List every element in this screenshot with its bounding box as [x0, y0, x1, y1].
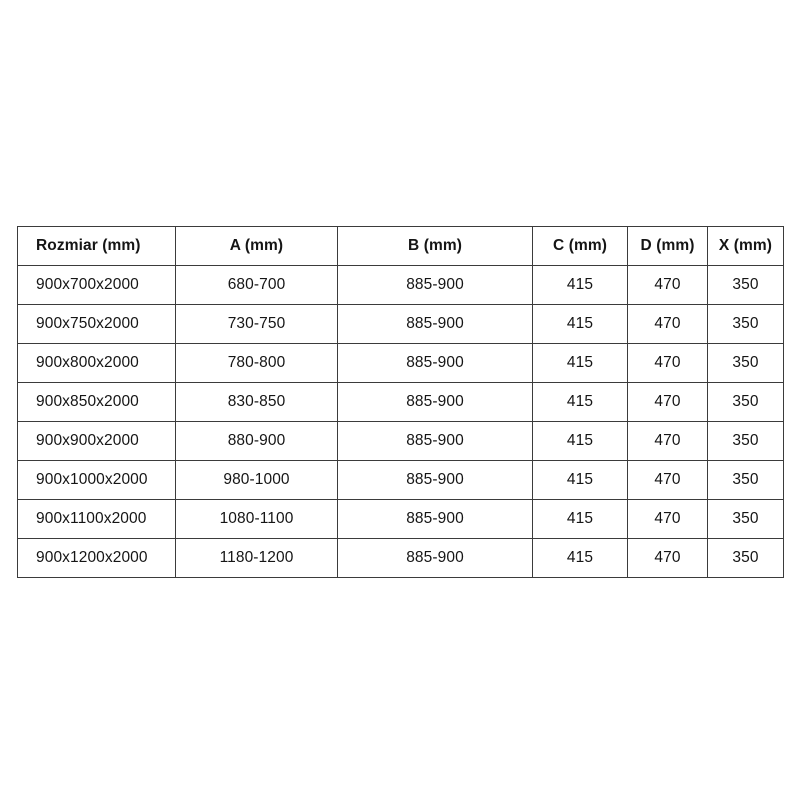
table-row: 900x1200x2000 1180-1200 885-900 415 470 350 — [17, 538, 784, 578]
cell-d: 470 — [627, 382, 708, 422]
cell-x: 350 — [707, 382, 784, 422]
cell-x: 350 — [707, 538, 784, 578]
table-body: 900x700x2000 680-700 885-900 415 470 350 900x7… — [17, 265, 784, 578]
cell-c: 415 — [532, 265, 628, 305]
cell-a: 830-850 — [175, 382, 338, 422]
cell-c: 415 — [532, 304, 628, 344]
cell-c: 415 — [532, 382, 628, 422]
column-header-d: D (mm) — [627, 226, 708, 266]
cell-size: 900x900x2000 — [17, 421, 176, 461]
cell-c: 415 — [532, 421, 628, 461]
cell-c: 415 — [532, 499, 628, 539]
dimensions-table: Rozmiar (mm) A (mm) B (mm) C (mm) D (mm) X (m… — [17, 226, 784, 578]
table-header: Rozmiar (mm) A (mm) B (mm) C (mm) D (mm) X (m… — [17, 226, 784, 266]
cell-size: 900x1100x2000 — [17, 499, 176, 539]
cell-d: 470 — [627, 421, 708, 461]
cell-size: 900x700x2000 — [17, 265, 176, 305]
cell-size: 900x1000x2000 — [17, 460, 176, 500]
dimensions-table-container: Rozmiar (mm) A (mm) B (mm) C (mm) D (mm) X (m… — [17, 226, 784, 578]
cell-size: 900x850x2000 — [17, 382, 176, 422]
cell-b: 885-900 — [337, 460, 533, 500]
cell-b: 885-900 — [337, 538, 533, 578]
cell-b: 885-900 — [337, 499, 533, 539]
cell-c: 415 — [532, 343, 628, 383]
cell-a: 730-750 — [175, 304, 338, 344]
cell-b: 885-900 — [337, 304, 533, 344]
cell-b: 885-900 — [337, 343, 533, 383]
cell-size: 900x1200x2000 — [17, 538, 176, 578]
cell-size: 900x800x2000 — [17, 343, 176, 383]
cell-size: 900x750x2000 — [17, 304, 176, 344]
table-row: 900x900x2000 880-900 885-900 415 470 350 — [17, 421, 784, 461]
table-header-row: Rozmiar (mm) A (mm) B (mm) C (mm) D (mm) X (m… — [17, 226, 784, 266]
cell-d: 470 — [627, 304, 708, 344]
cell-x: 350 — [707, 421, 784, 461]
cell-a: 680-700 — [175, 265, 338, 305]
cell-d: 470 — [627, 460, 708, 500]
cell-c: 415 — [532, 538, 628, 578]
cell-d: 470 — [627, 265, 708, 305]
column-header-size: Rozmiar (mm) — [17, 226, 176, 266]
cell-x: 350 — [707, 499, 784, 539]
table-row: 900x1100x2000 1080-1100 885-900 415 470 350 — [17, 499, 784, 539]
cell-c: 415 — [532, 460, 628, 500]
cell-a: 980-1000 — [175, 460, 338, 500]
column-header-b: B (mm) — [337, 226, 533, 266]
table-row: 900x700x2000 680-700 885-900 415 470 350 — [17, 265, 784, 305]
cell-d: 470 — [627, 499, 708, 539]
table-row: 900x800x2000 780-800 885-900 415 470 350 — [17, 343, 784, 383]
table-row: 900x850x2000 830-850 885-900 415 470 350 — [17, 382, 784, 422]
table-row: 900x1000x2000 980-1000 885-900 415 470 350 — [17, 460, 784, 500]
cell-x: 350 — [707, 304, 784, 344]
column-header-a: A (mm) — [175, 226, 338, 266]
cell-d: 470 — [627, 538, 708, 578]
cell-d: 470 — [627, 343, 708, 383]
cell-a: 1080-1100 — [175, 499, 338, 539]
cell-x: 350 — [707, 265, 784, 305]
column-header-x: X (mm) — [707, 226, 784, 266]
cell-a: 780-800 — [175, 343, 338, 383]
cell-a: 1180-1200 — [175, 538, 338, 578]
cell-b: 885-900 — [337, 382, 533, 422]
cell-b: 885-900 — [337, 421, 533, 461]
cell-x: 350 — [707, 460, 784, 500]
column-header-c: C (mm) — [532, 226, 628, 266]
cell-a: 880-900 — [175, 421, 338, 461]
cell-x: 350 — [707, 343, 784, 383]
cell-b: 885-900 — [337, 265, 533, 305]
table-row: 900x750x2000 730-750 885-900 415 470 350 — [17, 304, 784, 344]
